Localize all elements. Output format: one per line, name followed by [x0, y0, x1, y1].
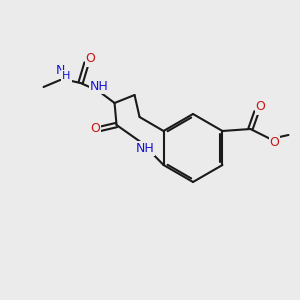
- Text: O: O: [85, 52, 95, 65]
- Text: NH: NH: [90, 80, 109, 92]
- Text: O: O: [256, 100, 266, 113]
- Text: H: H: [62, 71, 71, 81]
- Text: N: N: [56, 64, 65, 77]
- Text: NH: NH: [136, 142, 154, 154]
- Text: O: O: [269, 136, 279, 149]
- Text: O: O: [91, 122, 100, 136]
